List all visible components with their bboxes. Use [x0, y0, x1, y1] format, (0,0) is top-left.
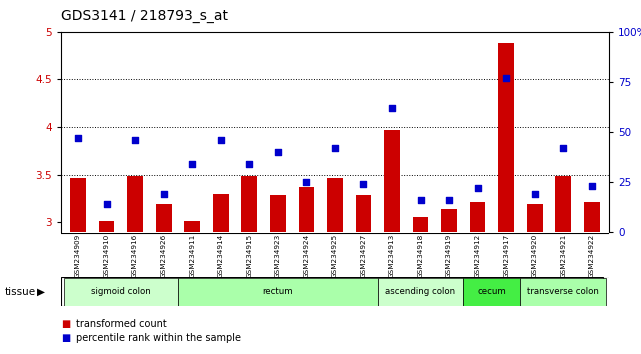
Text: sigmoid colon: sigmoid colon: [91, 287, 151, 296]
Text: GSM234914: GSM234914: [218, 234, 224, 278]
Text: GSM234919: GSM234919: [446, 234, 452, 278]
Text: GSM234918: GSM234918: [417, 234, 424, 278]
Text: GSM234926: GSM234926: [161, 234, 167, 278]
Point: [158, 191, 169, 197]
FancyBboxPatch shape: [463, 278, 520, 306]
Point: [472, 185, 483, 191]
Text: transformed count: transformed count: [76, 319, 167, 329]
Bar: [327, 178, 343, 232]
Point: [130, 137, 140, 143]
Bar: [356, 195, 371, 232]
Bar: [156, 204, 172, 232]
Text: GSM234912: GSM234912: [474, 234, 481, 278]
Bar: [242, 176, 257, 232]
Point: [329, 145, 340, 151]
Text: ascending colon: ascending colon: [385, 287, 456, 296]
Point: [587, 183, 597, 189]
Point: [501, 75, 512, 81]
Text: GSM234910: GSM234910: [104, 234, 110, 278]
Bar: [584, 202, 600, 232]
FancyBboxPatch shape: [520, 278, 606, 306]
Text: GSM234916: GSM234916: [132, 234, 138, 278]
Text: GSM234917: GSM234917: [503, 234, 509, 278]
Bar: [270, 195, 286, 232]
Point: [387, 105, 397, 111]
Text: GSM234913: GSM234913: [389, 234, 395, 278]
Bar: [99, 221, 114, 232]
Point: [444, 197, 454, 203]
Bar: [384, 130, 400, 232]
Text: GSM234922: GSM234922: [589, 234, 595, 278]
Text: rectum: rectum: [263, 287, 293, 296]
Bar: [213, 194, 229, 232]
Text: ■: ■: [61, 319, 70, 329]
Text: transverse colon: transverse colon: [528, 287, 599, 296]
Bar: [185, 221, 200, 232]
Bar: [527, 204, 542, 232]
Point: [73, 135, 83, 141]
Point: [244, 161, 254, 167]
Bar: [441, 209, 457, 232]
Text: GSM234920: GSM234920: [532, 234, 538, 278]
Point: [187, 161, 197, 167]
Bar: [556, 176, 571, 232]
Point: [215, 137, 226, 143]
Text: GSM234915: GSM234915: [246, 234, 253, 278]
FancyBboxPatch shape: [378, 278, 463, 306]
Point: [272, 149, 283, 155]
FancyBboxPatch shape: [178, 278, 378, 306]
Text: GSM234921: GSM234921: [560, 234, 566, 278]
Bar: [413, 217, 428, 232]
Text: tissue: tissue: [5, 287, 37, 297]
Bar: [498, 43, 514, 232]
Text: percentile rank within the sample: percentile rank within the sample: [76, 333, 240, 343]
Bar: [128, 176, 143, 232]
Text: GDS3141 / 218793_s_at: GDS3141 / 218793_s_at: [61, 9, 228, 23]
Text: GSM234911: GSM234911: [189, 234, 196, 278]
Text: GSM234927: GSM234927: [360, 234, 367, 278]
Text: GSM234909: GSM234909: [75, 234, 81, 278]
Point: [558, 145, 569, 151]
Point: [415, 197, 426, 203]
Point: [529, 191, 540, 197]
Text: ▶: ▶: [37, 287, 45, 297]
Point: [301, 179, 312, 185]
Bar: [299, 187, 314, 232]
FancyBboxPatch shape: [63, 278, 178, 306]
Text: ■: ■: [61, 333, 70, 343]
Text: GSM234924: GSM234924: [303, 234, 310, 278]
FancyBboxPatch shape: [61, 277, 603, 306]
Text: GSM234925: GSM234925: [332, 234, 338, 278]
Point: [101, 201, 112, 207]
Text: cecum: cecum: [478, 287, 506, 296]
Text: GSM234923: GSM234923: [275, 234, 281, 278]
Bar: [470, 202, 485, 232]
Bar: [70, 178, 86, 232]
Point: [358, 181, 369, 187]
